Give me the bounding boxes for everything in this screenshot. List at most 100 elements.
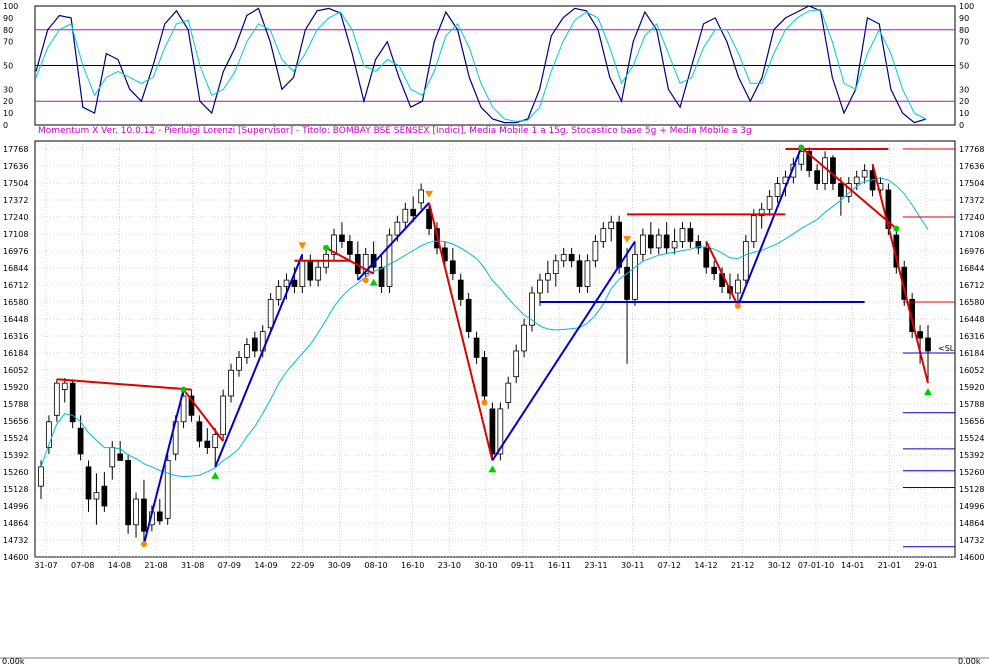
date-tick: 30-09 [328,561,351,570]
candle-up [521,324,527,352]
candle-down [806,150,813,172]
candle-up [212,434,219,448]
date-tick: 21-01 [878,561,901,570]
oscillator-line [35,5,927,124]
candle-down [703,247,710,268]
candle-down [85,466,92,500]
candle-down [814,170,820,184]
date-tick: 22-09 [291,561,314,570]
candle-up [861,170,868,178]
oscillator-tick-left: 80 [3,26,13,35]
candle-down [663,234,670,249]
candle-down [449,260,456,275]
price-tick-right: 14864 [959,519,984,528]
price-tick-left: 17108 [3,230,28,239]
oscillator-tick-left: 20 [3,97,13,106]
candle-down [711,266,718,275]
candle-up [552,260,559,275]
volume-label-left: 0.00k [2,657,25,666]
candle-up [774,183,781,197]
candle-down [291,279,298,287]
price-tick-right: 15920 [959,383,984,392]
price-tick-right: 16712 [959,281,984,290]
price-tick-left: 14600 [3,553,28,562]
candle-down [339,234,345,242]
trendline-down [705,241,739,307]
candle-down [568,253,575,262]
candle-up [331,234,337,255]
candle-up [275,286,282,300]
candle-up [632,253,638,300]
date-tick: 07-08 [71,561,94,570]
pivot-marker [362,277,369,284]
candle-up [608,221,615,229]
candle-down [426,208,432,229]
date-tick: 30-11 [621,561,644,570]
buy-signal-marker [924,388,932,396]
trendline-up [737,147,803,307]
price-tick-right: 17504 [959,179,984,188]
date-tick: 23-11 [584,561,607,570]
trendline-up [214,253,304,468]
trendline-down [428,202,494,461]
date-tick: 08-10 [364,561,387,570]
trendline-down [871,163,929,384]
price-tick-right: 15524 [959,434,984,443]
candle-down [188,395,195,416]
candle-up [655,234,662,249]
candle-up [766,195,773,210]
candle-down [489,408,496,455]
candle-up [386,234,393,287]
price-frame [34,140,956,558]
price-tick-right: 17240 [959,213,984,222]
candle-up [735,279,741,294]
chart-header: Momentum X Ver. 10.0.12 - Pierluigi Lore… [38,126,752,136]
oscillator-tick-left: 70 [3,38,13,47]
price-tick-left: 14996 [3,502,28,511]
trendline-up [491,240,636,461]
price-tick-left: 17768 [3,145,28,154]
date-tick: 07-12 [658,561,681,570]
date-tick: 23-10 [438,561,461,570]
candle-up [560,253,567,262]
date-tick: 21-12 [731,561,754,570]
oscillator-tick-left: 10 [3,109,13,118]
date-tick: 21-08 [144,561,167,570]
price-tick-right: 17108 [959,230,984,239]
sell-signal-marker [623,235,632,243]
candle-down [457,279,464,300]
price-tick-left: 15260 [3,468,28,477]
candle-up [742,241,749,281]
oscillator-tick-left: 0 [3,121,8,130]
buy-signal-marker [488,465,497,473]
candle-up [53,382,60,416]
sell-signal-marker [298,242,307,250]
date-tick: 31-08 [181,561,204,570]
price-tick-left: 16580 [3,298,28,307]
price-tick-right: 14600 [959,553,984,562]
candle-up [93,492,100,500]
candle-up [38,466,44,487]
candle-up [497,408,504,455]
price-tick-right: 17636 [959,162,984,171]
candle-down [830,157,836,184]
candle-up [758,208,765,217]
candle-up [180,395,187,423]
candle-down [156,511,163,522]
price-tick-left: 17636 [3,162,28,171]
price-tick-right: 15128 [959,485,984,494]
candle-up [822,157,828,184]
oscillator-tick-left: 50 [3,62,13,71]
candle-up [299,260,306,287]
price-tick-left: 15788 [3,400,28,409]
oscillator-tick-right: 70 [959,38,969,47]
pivot-marker [893,225,900,232]
candle-up [790,163,797,178]
date-tick: 30-12 [768,561,791,570]
price-tick-right: 17372 [959,196,984,205]
candle-up [236,356,242,371]
candle-down [347,241,353,255]
date-tick: 09-11 [511,561,534,570]
candle-up [505,382,512,403]
